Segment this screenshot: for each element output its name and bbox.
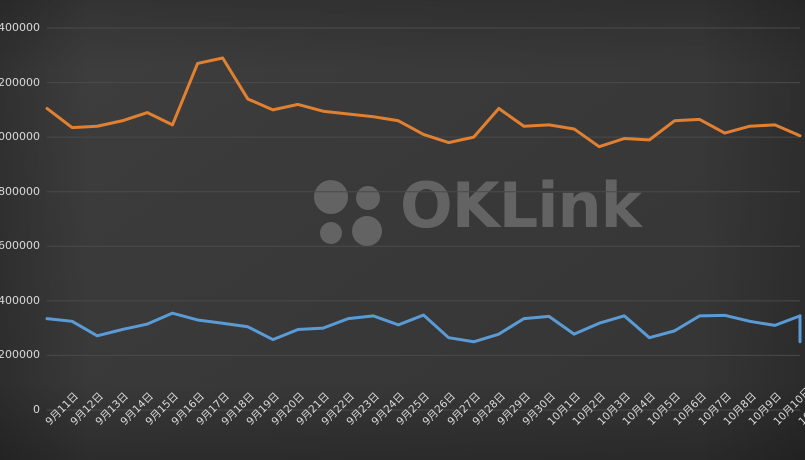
y-axis-tick-label: 0 bbox=[33, 403, 40, 416]
y-axis-tick-label: 600000 bbox=[0, 239, 40, 253]
y-axis-tick-label: 400000 bbox=[0, 293, 40, 307]
line-series-orange-series bbox=[45, 56, 802, 149]
y-axis-tick-label: 1200000 bbox=[0, 75, 40, 89]
y-axis-tick-label: 200000 bbox=[0, 348, 40, 362]
line-series-blue-series bbox=[45, 311, 802, 344]
series-layer bbox=[45, 56, 802, 344]
gridlines bbox=[47, 27, 800, 411]
y-axis-tick-label: 800000 bbox=[0, 184, 40, 198]
y-axis-tick-label: 1400000 bbox=[0, 21, 40, 34]
y-axis-tick-label: 1000000 bbox=[0, 130, 40, 144]
